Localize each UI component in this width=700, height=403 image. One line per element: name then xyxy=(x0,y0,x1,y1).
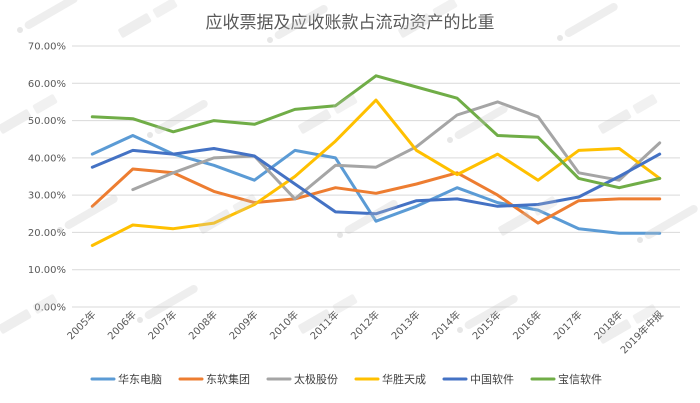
x-tick-label: 2008年 xyxy=(186,308,220,342)
watermark-mark xyxy=(17,0,78,33)
series-line-中国软件 xyxy=(90,147,662,216)
series-lines xyxy=(90,74,662,247)
watermark-mark xyxy=(457,295,518,333)
watermark-mark xyxy=(298,94,358,134)
watermark xyxy=(0,0,698,344)
y-tick-label: 50.00% xyxy=(28,116,66,127)
y-tick-label: 40.00% xyxy=(28,153,66,164)
chart-title: 应收票据及应收账款占流动资产的比重 xyxy=(206,13,495,33)
watermark-mark xyxy=(0,294,58,334)
watermark-mark xyxy=(637,205,698,243)
watermark-mark xyxy=(598,94,658,134)
watermark-mark xyxy=(137,285,198,323)
series-line-宝信软件 xyxy=(90,74,662,190)
legend-label: 太极股份 xyxy=(294,372,338,386)
series-line-华胜天成 xyxy=(90,98,662,247)
legend-item: 中国软件 xyxy=(442,372,514,386)
x-tick-label: 2014年 xyxy=(429,308,463,342)
x-tick-label: 2009年 xyxy=(226,308,260,342)
legend-item: 东软集团 xyxy=(178,372,250,386)
series-line-东软集团 xyxy=(90,167,662,225)
watermark-mark xyxy=(557,3,618,41)
legend: 华东电脑 东软集团 太极股份 华胜天成 中国软件 宝信软件 xyxy=(90,372,602,386)
x-tick-label: 2012年 xyxy=(348,308,382,342)
x-tick-label: 2005年 xyxy=(64,308,98,342)
y-tick-label: 60.00% xyxy=(28,79,66,90)
y-tick-label: 20.00% xyxy=(28,228,66,239)
grid-lines xyxy=(72,45,680,308)
x-tick-label: 2016年 xyxy=(510,308,544,342)
watermark-mark xyxy=(598,304,658,344)
x-tick-label: 2006年 xyxy=(105,308,139,342)
y-tick-label: 0.00% xyxy=(34,303,66,314)
x-tick-label: 2017年 xyxy=(551,308,585,342)
watermark-mark xyxy=(198,194,258,234)
watermark-mark xyxy=(337,200,398,238)
watermark-mark xyxy=(298,294,358,334)
y-tick-label: 70.00% xyxy=(28,42,66,53)
y-tick-label: 10.00% xyxy=(28,265,66,276)
series-line-华东电脑 xyxy=(90,134,662,235)
legend-label: 华东电脑 xyxy=(118,372,162,386)
watermark-mark xyxy=(147,100,208,138)
y-tick-label: 30.00% xyxy=(28,191,66,202)
legend-item: 华胜天成 xyxy=(354,372,426,386)
y-axis-tick-labels: 0.00% 10.00% 20.00% 30.00% 40.00% 50.00% 60.00… xyxy=(28,42,66,314)
watermark-mark xyxy=(118,0,178,38)
watermark-mark xyxy=(498,196,558,236)
legend-label: 中国软件 xyxy=(470,372,514,386)
legend-item: 宝信软件 xyxy=(530,372,602,386)
legend-item: 华东电脑 xyxy=(90,372,162,386)
legend-label: 宝信软件 xyxy=(558,372,602,386)
legend-label: 华胜天成 xyxy=(382,372,426,386)
series-line-太极股份 xyxy=(131,100,662,201)
x-tick-label: 2013年 xyxy=(388,308,422,342)
watermark-mark xyxy=(267,5,328,43)
watermark-mark xyxy=(0,94,58,134)
legend-item: 太极股份 xyxy=(266,372,338,386)
x-tick-label: 2010年 xyxy=(267,308,301,342)
watermark-mark xyxy=(398,0,458,38)
legend-label: 东软集团 xyxy=(206,372,250,386)
watermark-mark xyxy=(57,195,118,233)
watermark-mark xyxy=(447,105,508,143)
